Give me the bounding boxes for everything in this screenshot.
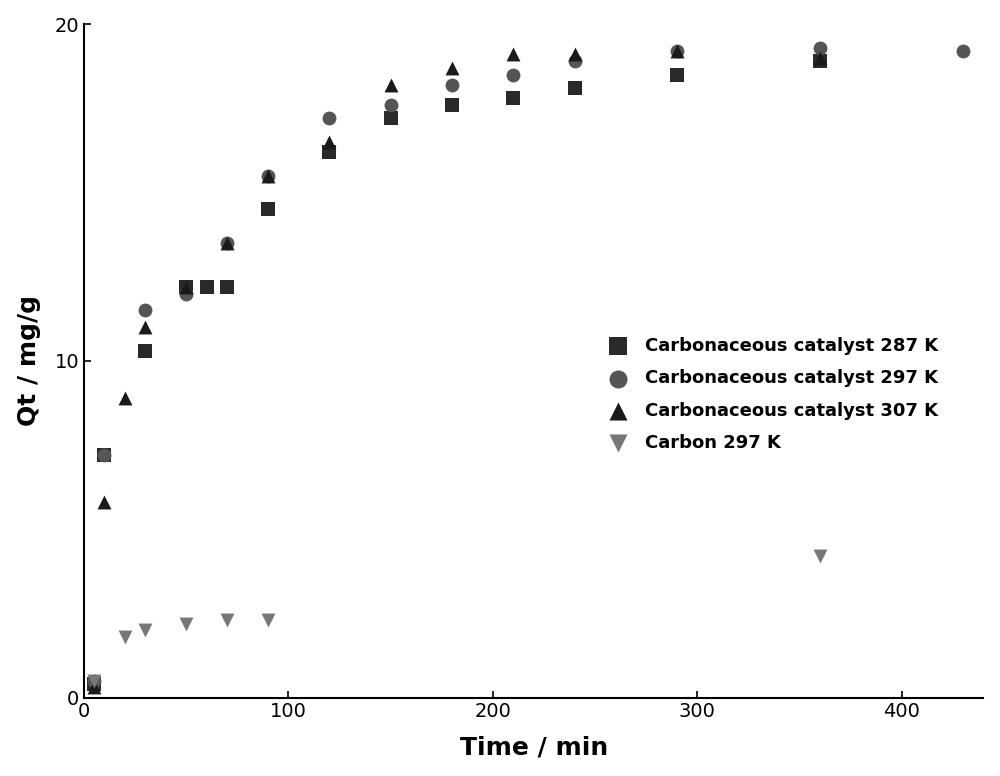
Carbonaceous catalyst 297 K: [260, 169, 276, 182]
Carbon 297 K: [86, 674, 102, 687]
Carbonaceous catalyst 307 K: [505, 48, 521, 61]
Carbonaceous catalyst 307 K: [669, 45, 685, 57]
Carbonaceous catalyst 297 K: [86, 674, 102, 687]
Carbonaceous catalyst 287 K: [219, 281, 235, 293]
Legend: Carbonaceous catalyst 287 K, Carbonaceous catalyst 297 K, Carbonaceous catalyst : Carbonaceous catalyst 287 K, Carbonaceou…: [591, 327, 947, 461]
Carbonaceous catalyst 297 K: [567, 55, 583, 68]
Carbonaceous catalyst 287 K: [86, 678, 102, 691]
Carbonaceous catalyst 287 K: [383, 113, 399, 125]
Carbonaceous catalyst 287 K: [505, 92, 521, 105]
Carbonaceous catalyst 297 K: [505, 68, 521, 81]
Carbonaceous catalyst 307 K: [137, 321, 153, 334]
Carbonaceous catalyst 287 K: [567, 82, 583, 95]
Carbonaceous catalyst 297 K: [178, 287, 194, 300]
Carbonaceous catalyst 297 K: [444, 78, 460, 91]
Carbonaceous catalyst 287 K: [178, 281, 194, 293]
Carbonaceous catalyst 307 K: [321, 136, 337, 148]
Carbonaceous catalyst 287 K: [669, 68, 685, 81]
Carbonaceous catalyst 287 K: [444, 99, 460, 111]
X-axis label: Time / min: Time / min: [460, 736, 608, 760]
Carbon 297 K: [178, 617, 194, 629]
Carbonaceous catalyst 307 K: [567, 48, 583, 61]
Carbonaceous catalyst 307 K: [219, 237, 235, 249]
Carbonaceous catalyst 307 K: [260, 169, 276, 182]
Carbon 297 K: [260, 614, 276, 626]
Carbonaceous catalyst 307 K: [178, 281, 194, 293]
Carbonaceous catalyst 287 K: [137, 345, 153, 357]
Carbonaceous catalyst 287 K: [199, 281, 215, 293]
Carbonaceous catalyst 297 K: [812, 42, 828, 54]
Carbon 297 K: [219, 614, 235, 626]
Carbon 297 K: [812, 550, 828, 563]
Carbon 297 K: [117, 631, 133, 643]
Carbonaceous catalyst 307 K: [383, 78, 399, 91]
Carbonaceous catalyst 297 K: [321, 113, 337, 125]
Carbonaceous catalyst 297 K: [219, 237, 235, 249]
Carbon 297 K: [137, 624, 153, 636]
Carbonaceous catalyst 307 K: [812, 52, 828, 64]
Carbonaceous catalyst 307 K: [444, 62, 460, 74]
Carbonaceous catalyst 287 K: [812, 55, 828, 68]
Carbonaceous catalyst 287 K: [321, 146, 337, 158]
Carbonaceous catalyst 297 K: [669, 45, 685, 57]
Carbonaceous catalyst 287 K: [260, 203, 276, 216]
Carbonaceous catalyst 307 K: [117, 392, 133, 404]
Carbonaceous catalyst 297 K: [955, 45, 971, 57]
Carbonaceous catalyst 287 K: [96, 449, 112, 462]
Y-axis label: Qt / mg/g: Qt / mg/g: [17, 296, 41, 426]
Carbonaceous catalyst 297 K: [383, 99, 399, 111]
Carbonaceous catalyst 307 K: [96, 496, 112, 508]
Carbonaceous catalyst 297 K: [96, 449, 112, 462]
Carbonaceous catalyst 297 K: [137, 304, 153, 317]
Carbonaceous catalyst 307 K: [86, 681, 102, 694]
